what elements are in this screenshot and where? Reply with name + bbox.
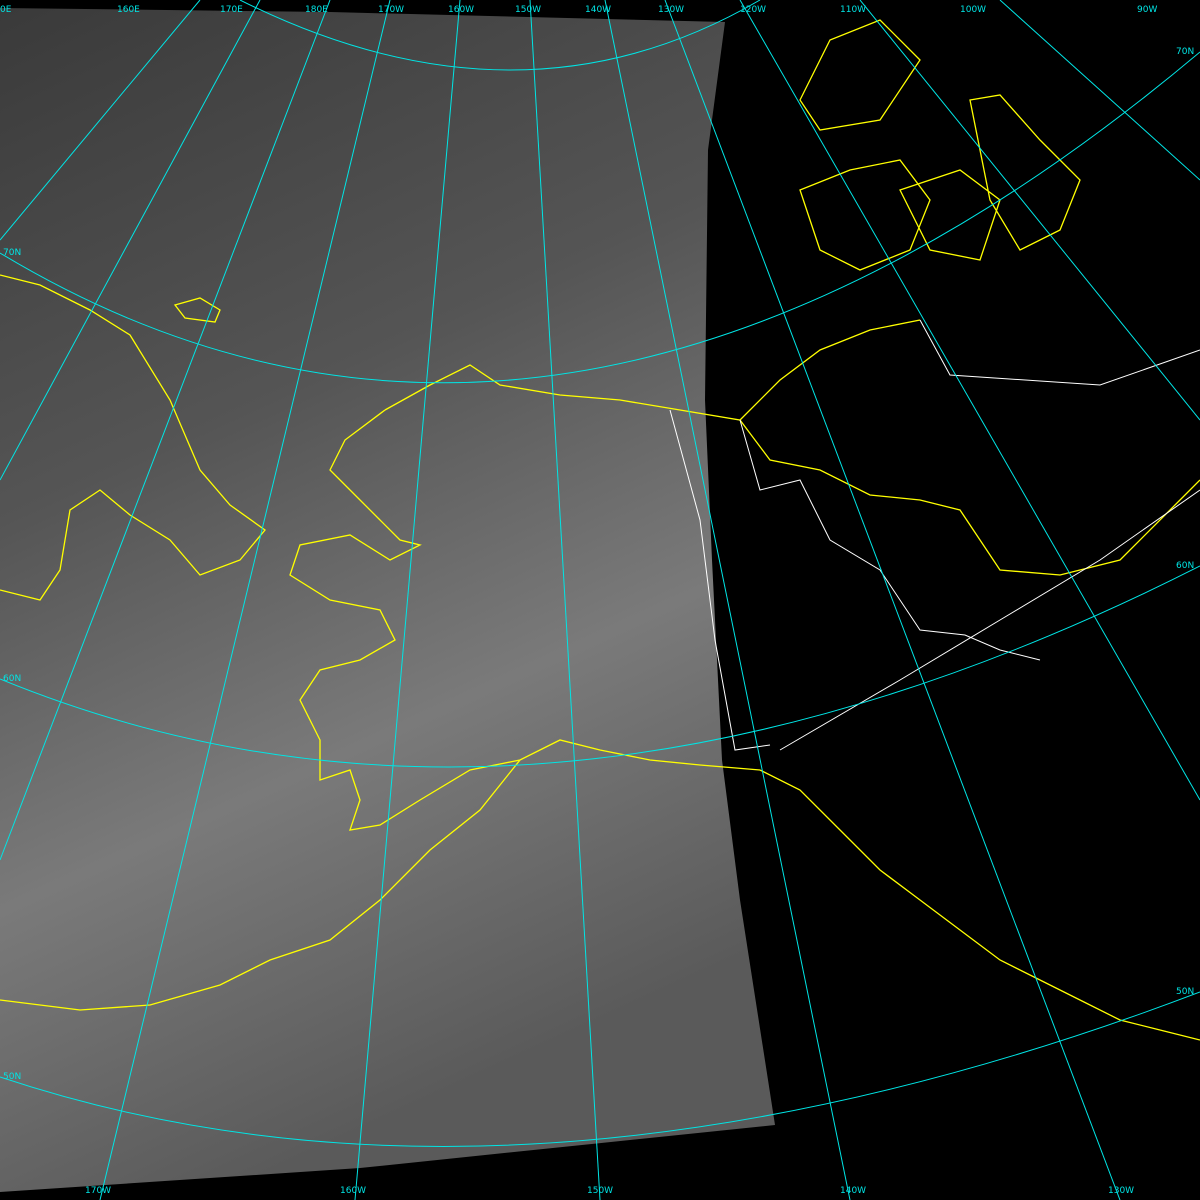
alaska-peninsula [0, 759, 521, 1011]
lon-label: 150W [587, 1186, 614, 1196]
lon-label: 90W [1137, 5, 1158, 15]
lon-label: 170W [85, 1186, 112, 1196]
yukon-nwt-border [739, 419, 1041, 661]
st-lawrence-island [173, 297, 221, 323]
lat-label: 60N [3, 674, 22, 684]
lon-label: 160W [448, 5, 475, 15]
coastlines [0, 19, 1200, 1041]
parallel-70n [0, 51, 1200, 384]
lat-label: 50N [3, 1072, 22, 1082]
lon-label: 0E [0, 5, 12, 15]
canada-arctic-coast [739, 419, 1200, 576]
lon-label: 120W [740, 5, 767, 15]
lon-label: 130W [658, 5, 685, 15]
lon-label: 160E [117, 5, 140, 15]
lon-label: 140W [840, 1186, 867, 1196]
lon-label: 160W [340, 1186, 367, 1196]
chukotka-coast [0, 274, 266, 601]
alaska-north-coast [384, 319, 921, 421]
lon-label: 100W [960, 5, 987, 15]
southeast-alaska-coast [759, 769, 1200, 1041]
lon-label: 180E [305, 5, 328, 15]
lat-label: 70N [1176, 47, 1195, 57]
lat-label: 70N [3, 248, 22, 258]
parallel-50n [0, 991, 1200, 1147]
lon-label: 140W [585, 5, 612, 15]
political-borders [669, 319, 1200, 751]
arctic-islands [799, 19, 1081, 271]
lat-label: 60N [1176, 561, 1195, 571]
lon-label: 130W [1108, 1186, 1135, 1196]
lon-label: 170W [378, 5, 405, 15]
bc-border [779, 489, 1200, 751]
lon-label: 110W [840, 5, 867, 15]
lon-label: 150W [515, 5, 542, 15]
lat-label: 50N [1176, 987, 1195, 997]
nwt-nunavut-border [919, 319, 1200, 386]
lon-label: 170E [220, 5, 243, 15]
alaska-canada-border [669, 409, 771, 751]
parallel-60n [0, 565, 1200, 768]
satellite-swath [0, 8, 775, 1192]
